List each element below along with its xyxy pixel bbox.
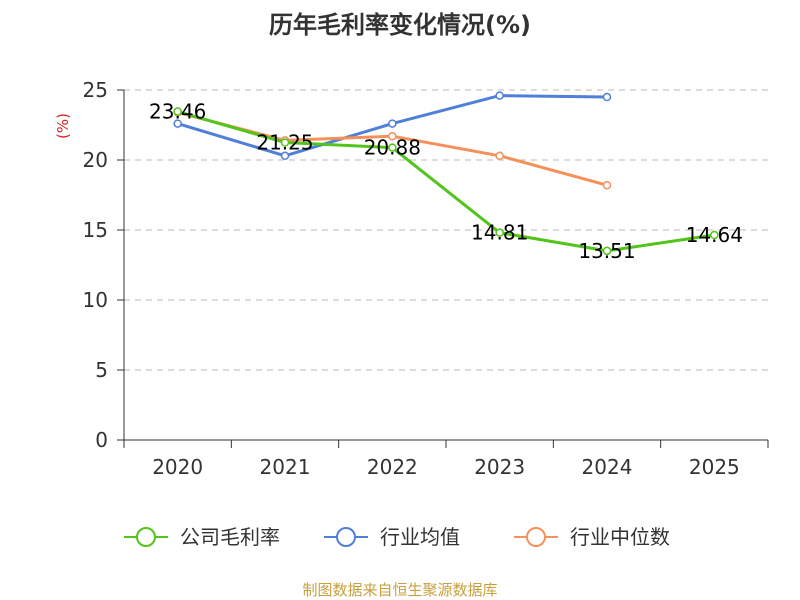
source-note: 制图数据来自恒生聚源数据库 (302, 581, 497, 599)
axes (123, 90, 768, 441)
series-point (388, 119, 397, 128)
chart-title: 历年毛利率变化情况(%) (269, 11, 531, 39)
y-tick-label: 0 (95, 428, 108, 452)
data-labels: 23.46 21.25 20.88 14.81 13.51 14.64 (149, 100, 743, 263)
y-tick-label: 5 (95, 358, 108, 382)
x-tick-label: 2023 (474, 455, 525, 479)
x-axis-ticks: 2020 2021 2022 2023 2024 2025 (123, 440, 769, 479)
data-label: 14.64 (686, 223, 743, 247)
data-label: 23.46 (149, 100, 206, 124)
series-point (602, 92, 612, 102)
series-point (495, 228, 504, 237)
legend: 公司毛利率 行业均值 行业中位数 (124, 525, 670, 549)
x-tick-label: 2022 (367, 455, 418, 479)
series-point (495, 151, 504, 161)
data-label: 13.51 (578, 239, 635, 263)
legend-label: 行业均值 (380, 525, 460, 549)
series-point (280, 138, 290, 147)
series-point (602, 180, 612, 190)
series-point (710, 230, 719, 240)
y-axis-ticks: 0 5 10 15 20 25 (83, 78, 124, 452)
data-label: 14.81 (471, 221, 528, 245)
series-point (280, 151, 290, 161)
series-point (602, 246, 612, 256)
series-lines (173, 91, 719, 256)
series-point (495, 91, 504, 100)
x-tick-label: 2025 (689, 455, 740, 479)
y-tick-label: 10 (83, 288, 108, 312)
x-tick-label: 2021 (260, 455, 311, 479)
series-line (177, 110, 715, 253)
series-point (388, 131, 397, 141)
data-label: 21.25 (256, 131, 313, 155)
y-tick-label: 20 (83, 148, 108, 172)
x-tick-label: 2024 (582, 455, 633, 479)
y-tick-label: 15 (83, 218, 108, 242)
series-point (388, 143, 397, 152)
gridlines (124, 89, 768, 371)
legend-label: 行业中位数 (570, 525, 670, 549)
y-axis-label: (%) (54, 113, 72, 139)
x-tick-label: 2020 (152, 455, 203, 479)
data-label: 20.88 (364, 136, 421, 160)
y-tick-label: 25 (83, 78, 108, 102)
legend-marker (336, 527, 356, 547)
series-point (173, 119, 182, 128)
legend-marker (136, 527, 156, 547)
legend-label: 公司毛利率 (180, 525, 280, 549)
series-point (173, 107, 182, 116)
legend-marker (526, 527, 546, 547)
